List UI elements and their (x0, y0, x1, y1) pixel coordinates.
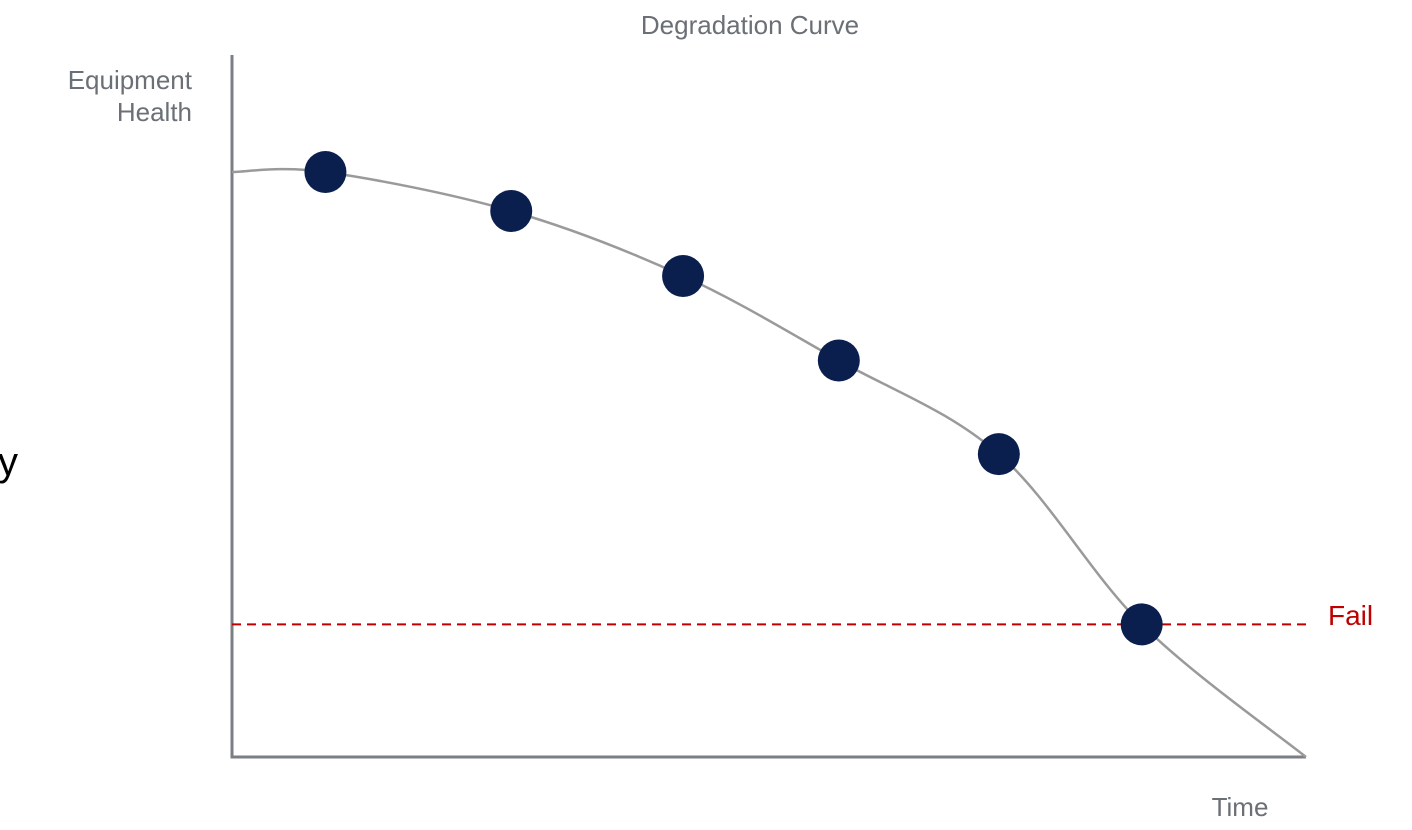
axes (230, 55, 1306, 759)
fail-threshold-label: Fail (1328, 600, 1374, 631)
data-point-6 (1120, 603, 1163, 646)
chart-title: Degradation Curve (640, 10, 860, 40)
data-points-layer (304, 151, 1163, 646)
x-axis-label: Time (1211, 792, 1269, 822)
y-axis-label-line-1: Equipment (67, 65, 192, 95)
data-point-1 (304, 151, 347, 193)
data-point-4 (817, 339, 860, 382)
trend-curve (231, 167, 1307, 758)
y-axis-label-line-2: Health (116, 97, 192, 127)
data-point-3 (662, 255, 705, 297)
data-point-2 (490, 190, 533, 232)
trend-curve-layer (231, 167, 1307, 758)
data-point-5 (977, 433, 1020, 476)
clipped-side-text: y (0, 440, 18, 484)
y-axis-label: Equipment Health (68, 64, 192, 128)
